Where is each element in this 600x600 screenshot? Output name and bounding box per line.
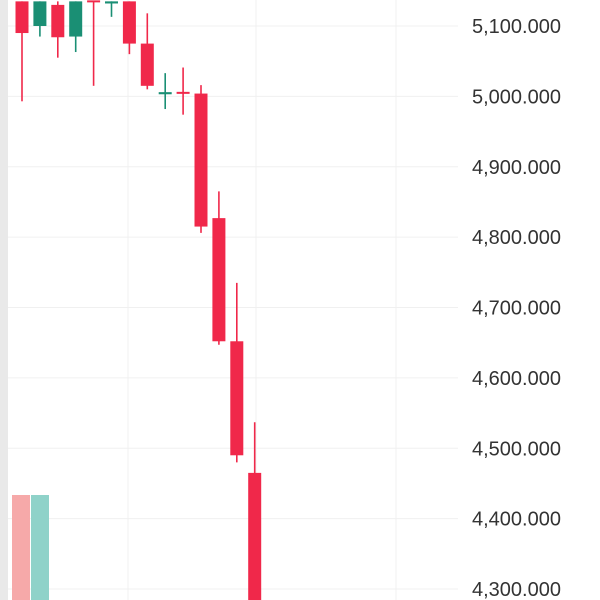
y-tick-label: 4,600.000: [472, 368, 561, 390]
candle-up: [158, 73, 172, 110]
candle-down: [140, 13, 154, 90]
candle-down: [122, 1, 136, 55]
candle-down: [176, 67, 190, 115]
candle-body: [140, 43, 154, 86]
candle-down: [248, 422, 262, 600]
candle-body: [194, 93, 208, 227]
candle-up: [105, 1, 118, 17]
y-tick-label: 4,400.000: [472, 509, 561, 531]
candle-body: [230, 341, 244, 456]
candle-down: [212, 191, 226, 345]
candle-up: [69, 1, 83, 53]
candle-body: [51, 4, 65, 38]
candle-down: [230, 282, 244, 463]
candle-up: [33, 1, 47, 37]
candle-body: [248, 472, 262, 600]
candle-down: [87, 0, 101, 86]
volume-bar: [12, 495, 30, 600]
candle-body: [158, 92, 172, 95]
candle-body: [212, 218, 226, 342]
y-tick-label: 5,100.000: [472, 16, 561, 38]
candle-body: [87, 0, 101, 3]
y-tick-label: 4,500.000: [472, 438, 561, 460]
volume-bar: [31, 495, 49, 600]
candle-body: [15, 1, 29, 34]
volume-bars: [12, 495, 49, 600]
y-tick-label: 4,700.000: [472, 298, 561, 320]
candle-down: [51, 1, 65, 58]
chart-grid: [8, 0, 458, 600]
candle-down: [15, 1, 29, 102]
candle-body: [33, 1, 47, 27]
candle-body: [69, 1, 83, 37]
price-axis: 5,100.000 5,000.000 4,900.000 4,800.000 4,70…: [472, 16, 561, 600]
y-tick-label: 4,800.000: [472, 227, 561, 249]
candle-body: [122, 1, 136, 44]
candle-body: [176, 91, 190, 94]
candles: [15, 0, 262, 600]
y-tick-label: 4,300.000: [472, 579, 561, 600]
chart-left-border: [0, 0, 8, 600]
candle-down: [194, 85, 208, 233]
y-tick-label: 4,900.000: [472, 157, 561, 179]
y-tick-label: 5,000.000: [472, 86, 561, 108]
candle-body: [105, 1, 118, 4]
